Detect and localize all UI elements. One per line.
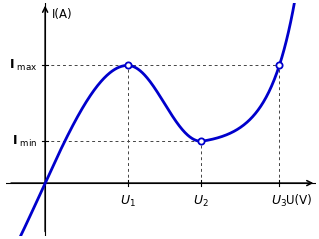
Text: U(V): U(V) — [286, 194, 312, 206]
Text: $\mathbf{I}_{\ \mathrm{max}}$: $\mathbf{I}_{\ \mathrm{max}}$ — [9, 58, 38, 73]
Text: $\mathbf{I}_{\ \mathrm{min}}$: $\mathbf{I}_{\ \mathrm{min}}$ — [12, 134, 38, 149]
Text: $U_1$: $U_1$ — [120, 194, 136, 209]
Text: $U_3$: $U_3$ — [271, 194, 287, 209]
Text: I(A): I(A) — [52, 8, 72, 21]
Text: $U_2$: $U_2$ — [193, 194, 209, 209]
